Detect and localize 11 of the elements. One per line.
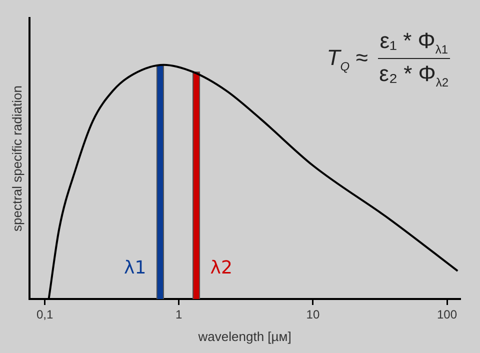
y-axis-title: spectral specific radiation bbox=[9, 86, 24, 232]
annotation: ε₂ * Φ$_{λ2}$ bbox=[379, 60, 449, 90]
x-tick-label: 0,1 bbox=[36, 308, 54, 322]
series-label: λ2 bbox=[210, 258, 232, 279]
annotation: T$_{Q}$ ≈ bbox=[326, 44, 368, 74]
x-axis-title: wavelength [µм] bbox=[197, 328, 292, 344]
series-label: λ1 bbox=[124, 258, 146, 279]
x-tick-label: 100 bbox=[436, 308, 458, 322]
x-tick-label: 10 bbox=[306, 308, 320, 322]
text: ε₁ * Φ$_{λ1}$ bbox=[378, 28, 450, 60]
x-tick-label: 1 bbox=[176, 308, 183, 322]
